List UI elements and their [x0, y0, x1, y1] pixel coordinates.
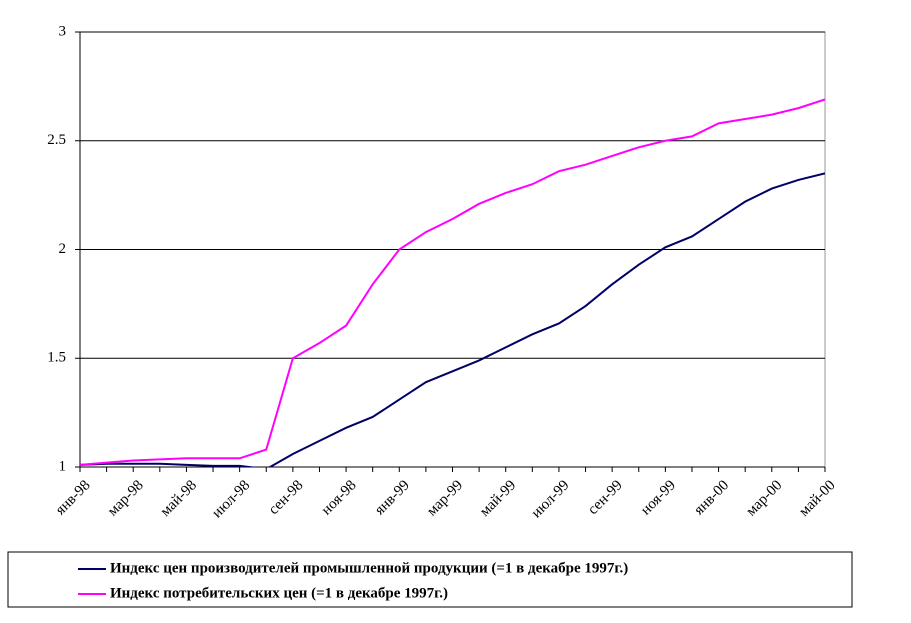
y-tick-label: 1	[59, 458, 67, 474]
series-line	[80, 172, 825, 467]
x-tick-label: май-99	[477, 477, 519, 519]
x-tick-label: июл-99	[528, 477, 572, 521]
x-tick-label: май-00	[796, 477, 838, 519]
x-tick-label: янв-00	[691, 477, 732, 518]
y-tick-label: 1.5	[47, 350, 66, 366]
legend-label: Индекс потребительских цен (=1 в декабре…	[110, 585, 448, 601]
series-line	[80, 98, 825, 466]
x-tick-label: май-98	[158, 477, 200, 519]
series-group	[80, 98, 825, 467]
x-tick-label: янв-99	[372, 477, 413, 518]
x-tick-label: мар-99	[424, 477, 466, 519]
x-tick-label: янв-98	[53, 477, 94, 518]
x-tick-label: ноя-99	[638, 477, 679, 518]
y-tick-label: 3	[59, 23, 67, 39]
legend-box	[7, 551, 853, 608]
y-tick-label: 2	[59, 241, 67, 257]
x-tick-label: мар-98	[105, 477, 147, 519]
y-tick-label: 2.5	[47, 132, 66, 148]
legend-label: Индекс цен производителей промышленной п…	[110, 560, 628, 576]
x-tick-label: сен-98	[266, 477, 307, 518]
x-tick-label: июл-98	[209, 477, 253, 521]
x-tick-label: ноя-98	[319, 477, 360, 518]
x-tick-label: мар-00	[743, 477, 785, 519]
x-tick-label: сен-99	[585, 477, 626, 518]
